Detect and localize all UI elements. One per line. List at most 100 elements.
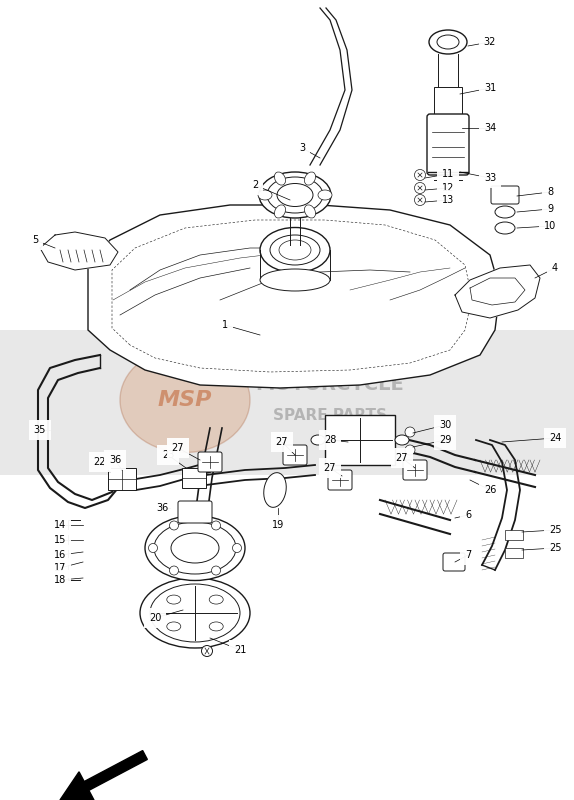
- Circle shape: [405, 427, 415, 437]
- Text: 26: 26: [484, 485, 496, 495]
- Ellipse shape: [145, 515, 245, 581]
- Ellipse shape: [209, 622, 223, 631]
- Circle shape: [232, 543, 242, 553]
- Text: 29: 29: [439, 435, 451, 445]
- Text: 16: 16: [54, 550, 66, 560]
- Text: 6: 6: [465, 510, 471, 520]
- Text: 27: 27: [395, 453, 408, 463]
- Text: 35: 35: [34, 425, 46, 435]
- Text: 13: 13: [442, 195, 454, 205]
- Text: 24: 24: [549, 433, 561, 443]
- FancyBboxPatch shape: [427, 114, 469, 175]
- Polygon shape: [455, 265, 540, 318]
- Ellipse shape: [437, 35, 459, 49]
- Text: 23: 23: [162, 450, 174, 460]
- Circle shape: [211, 566, 220, 575]
- FancyBboxPatch shape: [491, 186, 519, 204]
- Ellipse shape: [267, 177, 323, 213]
- Ellipse shape: [304, 172, 316, 185]
- Text: 25: 25: [549, 525, 561, 535]
- Circle shape: [169, 521, 179, 530]
- Text: 25: 25: [549, 543, 561, 553]
- FancyBboxPatch shape: [198, 452, 222, 472]
- Circle shape: [414, 182, 425, 194]
- Text: MOTORCYCLE: MOTORCYCLE: [255, 375, 404, 394]
- Polygon shape: [40, 232, 118, 270]
- Ellipse shape: [395, 435, 409, 445]
- Ellipse shape: [154, 522, 236, 574]
- Circle shape: [405, 445, 415, 455]
- Text: 22: 22: [94, 457, 106, 467]
- Bar: [434, 87, 462, 117]
- Ellipse shape: [120, 347, 250, 453]
- Ellipse shape: [429, 30, 467, 54]
- Text: 5: 5: [32, 235, 38, 245]
- Ellipse shape: [167, 622, 181, 631]
- Text: 7: 7: [465, 550, 471, 560]
- FancyArrow shape: [60, 750, 148, 800]
- Circle shape: [201, 646, 212, 657]
- Text: 20: 20: [149, 613, 161, 623]
- Ellipse shape: [318, 190, 332, 200]
- Text: 10: 10: [544, 221, 556, 231]
- Text: 19: 19: [272, 520, 284, 530]
- Text: 27: 27: [276, 437, 288, 447]
- Text: 18: 18: [54, 575, 66, 585]
- Text: 1: 1: [222, 320, 228, 330]
- Polygon shape: [88, 205, 500, 388]
- Bar: [325, 415, 395, 465]
- Text: 28: 28: [324, 435, 336, 445]
- Bar: [0, 330, 574, 475]
- Text: 33: 33: [484, 173, 496, 183]
- Text: 2: 2: [252, 180, 258, 190]
- Circle shape: [169, 566, 179, 575]
- FancyBboxPatch shape: [178, 501, 212, 523]
- Ellipse shape: [263, 473, 286, 507]
- Ellipse shape: [304, 205, 316, 218]
- Ellipse shape: [171, 533, 219, 563]
- Circle shape: [149, 543, 157, 553]
- Text: 14: 14: [54, 520, 66, 530]
- Ellipse shape: [274, 205, 286, 218]
- Ellipse shape: [270, 235, 320, 265]
- Ellipse shape: [260, 269, 330, 291]
- Ellipse shape: [258, 190, 272, 200]
- FancyBboxPatch shape: [283, 445, 307, 465]
- Text: 27: 27: [324, 463, 336, 473]
- Circle shape: [414, 194, 425, 206]
- Text: 36: 36: [156, 503, 168, 513]
- Ellipse shape: [311, 435, 325, 445]
- Ellipse shape: [277, 183, 313, 206]
- Bar: [108, 468, 136, 490]
- FancyBboxPatch shape: [403, 460, 427, 480]
- Bar: [505, 548, 523, 558]
- Ellipse shape: [279, 240, 311, 260]
- Ellipse shape: [260, 227, 330, 273]
- Text: 21: 21: [234, 645, 246, 655]
- Text: MSP: MSP: [158, 390, 212, 410]
- Circle shape: [414, 170, 425, 181]
- Ellipse shape: [495, 206, 515, 218]
- Ellipse shape: [495, 222, 515, 234]
- Text: 15: 15: [54, 535, 66, 545]
- Text: 4: 4: [552, 263, 558, 273]
- Ellipse shape: [167, 595, 181, 604]
- Ellipse shape: [274, 172, 286, 185]
- Text: 9: 9: [547, 204, 553, 214]
- Text: 36: 36: [109, 455, 121, 465]
- Bar: [182, 468, 206, 488]
- Bar: [505, 530, 523, 540]
- Text: SPARE PARTS: SPARE PARTS: [273, 407, 387, 422]
- Circle shape: [211, 521, 220, 530]
- Text: 3: 3: [299, 143, 305, 153]
- Text: 17: 17: [54, 563, 66, 573]
- Ellipse shape: [259, 172, 331, 218]
- Text: 32: 32: [484, 37, 496, 47]
- Text: 11: 11: [442, 169, 454, 179]
- Text: 34: 34: [484, 123, 496, 133]
- Text: 12: 12: [442, 183, 454, 193]
- FancyBboxPatch shape: [328, 470, 352, 490]
- Text: 31: 31: [484, 83, 496, 93]
- Text: 8: 8: [547, 187, 553, 197]
- Ellipse shape: [140, 578, 250, 648]
